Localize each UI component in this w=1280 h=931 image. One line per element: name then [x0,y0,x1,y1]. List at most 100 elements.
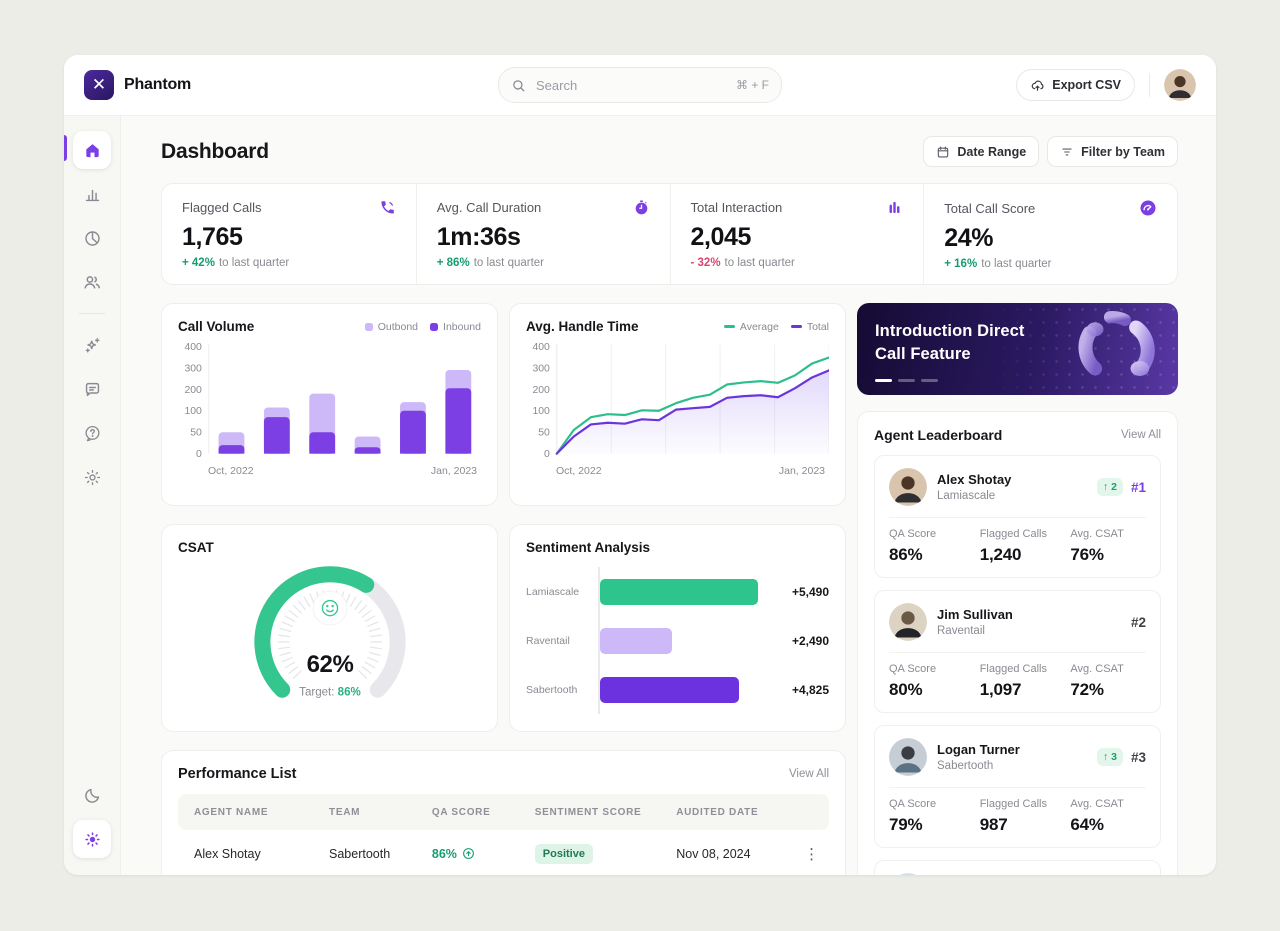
gauge-value-arc [253,566,374,698]
agent-rank: #2 [1130,614,1146,630]
handle-time-title: Avg. Handle Time [526,319,639,334]
agent-team: Sabertooth [937,760,994,772]
handle-time-card: Avg. Handle Time Average Total 400 300 200 1… [509,303,846,506]
sidebar-item-users[interactable] [73,263,111,301]
feature-banner[interactable]: Introduction Direct Call Feature [857,303,1178,395]
sidebar-item-home[interactable] [73,131,111,169]
carousel-dot-1[interactable] [875,379,892,382]
gear-icon [83,468,102,487]
user-avatar[interactable] [1164,69,1196,101]
search-bar[interactable]: ⌘ + F [498,67,782,103]
sentiment-category-label: Raventail [526,634,570,647]
svg-text:100: 100 [532,406,550,417]
agent-stat: QA Score 86% [889,528,937,564]
agent-rank: #1 [1130,479,1146,495]
topbar-right: Export CSV [1016,69,1196,101]
banner-carousel-dots[interactable] [875,379,938,382]
legend-outbond: Outbond [364,321,418,333]
performance-table-header: AGENT NAME TEAM QA SCORE SENTIMENT SCORE AUD… [178,794,829,830]
help-icon [83,424,102,443]
agent-card-3[interactable]: Logan Turner Sabertooth ↑ 3 #3 QA Score 79% Fl… [874,725,1161,848]
sentiment-row-raventail: Raventail +2,490 [526,616,829,665]
search-input[interactable] [534,76,728,94]
performance-list-card: Performance List View All AGENT NAME TEAM… [161,750,846,875]
gauge-icon [1139,199,1157,217]
agent-card-1[interactable]: Alex Shotay Lamiascale ↑ 2 #1 QA Score 86% Fla… [874,455,1161,578]
carousel-dot-3[interactable] [921,379,938,382]
line-total [555,369,829,455]
sidebar-item-help[interactable] [73,414,111,452]
carousel-dot-2[interactable] [898,379,915,382]
export-csv-button[interactable]: Export CSV [1016,69,1135,101]
phone-3d-illustration [1054,305,1166,391]
column-header: AUDITED DATE [676,806,759,818]
filter-by-team-button[interactable]: Filter by Team [1047,136,1178,167]
sentiment-bar [600,627,672,654]
pie-chart-icon [83,229,102,248]
agent-leaderboard-card: Agent Leaderboard View All Alex Shotay La… [857,411,1178,875]
svg-text:0: 0 [544,449,550,460]
agent-stat: Flagged Calls 987 [979,798,1047,834]
leaderboard-view-all-link[interactable]: View All [1120,429,1161,441]
performance-title: Performance List [178,766,297,782]
column-header: AGENT NAME [194,806,269,818]
main-content: Dashboard Date Range Filter by Team [121,116,1216,875]
call-volume-x-axis: Oct, 2022 Jan, 2023 [178,464,481,477]
sidebar-divider [79,313,105,314]
svg-text:300: 300 [184,363,202,374]
phone-icon [379,199,396,216]
csat-title: CSAT [178,540,214,555]
agent-team: Lamiascale [937,490,996,502]
agent-card-2[interactable]: Jim Sullivan Raventail #2 QA Score 80% Flagge… [874,590,1161,713]
svg-text:400: 400 [532,342,550,353]
csat-gauge: 62% Target: 86% [178,553,481,713]
avatar [889,603,927,641]
stat-card-total-interaction: Total Interaction 2,045 - 32% to last quart… [669,184,924,284]
sentiment-category-label: Sabertooth [526,683,578,696]
sentiment-title: Sentiment Analysis [526,540,651,555]
performance-view-all-link[interactable]: View All [788,768,829,780]
sidebar-item-chat[interactable] [73,370,111,408]
sidebar-item-gear[interactable] [73,458,111,496]
x-axis-label: Jan, 2023 [778,465,825,477]
sentiment-bar [600,578,759,605]
moon-icon [83,786,102,805]
cell-audited-date: Nov 08, 2024 [676,846,751,861]
theme-sun-button[interactable] [73,820,111,858]
agent-name: Jim Sullivan [937,607,1013,622]
smiley-icon [321,599,338,617]
performance-table: AGENT NAME TEAM QA SCORE SENTIMENT SCORE AUD… [178,794,829,875]
agent-stat: Avg. CSAT 64% [1070,798,1124,834]
leaderboard-list: Alex Shotay Lamiascale ↑ 2 #1 QA Score 86% Fla… [874,455,1161,875]
column-header: TEAM [329,806,361,818]
export-csv-label: Export CSV [1052,78,1121,92]
bar-inbound [309,432,336,454]
theme-toggle [73,773,111,861]
topbar-divider [1149,73,1150,97]
stat-card-total-call-score: Total Call Score 24% + 16% to last quarter [923,184,1177,284]
sidebar-item-bar-chart[interactable] [73,175,111,213]
date-range-label: Date Range [957,144,1027,159]
search-shortcut: ⌘ + F [735,78,769,92]
table-row[interactable]: Alex Shotay Sabertooth 86% Positive Nov 08, … [178,830,829,875]
agent-name: Logan Turner [937,742,1020,757]
date-range-button[interactable]: Date Range [923,136,1040,167]
agent-stat: Avg. CSAT 72% [1070,663,1124,699]
avatar [1164,69,1196,101]
agent-card-4[interactable]: Mason Brooks#4 [874,860,1161,875]
cell-agent-name: Alex Shotay [194,846,261,861]
row-menu-button[interactable]: ⋮ [804,845,820,863]
leaderboard-title: Agent Leaderboard [874,427,1003,443]
theme-moon-button[interactable] [73,776,111,814]
gauge-value-label: 62% [306,651,353,678]
handle-time-legend: Average Total [723,321,829,333]
stat-delta: - 32% to last quarter [690,257,795,269]
sidebar-item-sparkles[interactable] [73,326,111,364]
cell-qa-score: 86% [420,847,523,861]
brand: ✕ Phantom [84,70,191,100]
agent-stat: Flagged Calls 1,097 [979,663,1047,699]
handle-time-chart: 400 300 200 100 50 0 [526,340,829,464]
phantom-logo-icon: ✕ [84,70,114,100]
sidebar-item-pie-chart[interactable] [73,219,111,257]
avatar [889,873,927,875]
